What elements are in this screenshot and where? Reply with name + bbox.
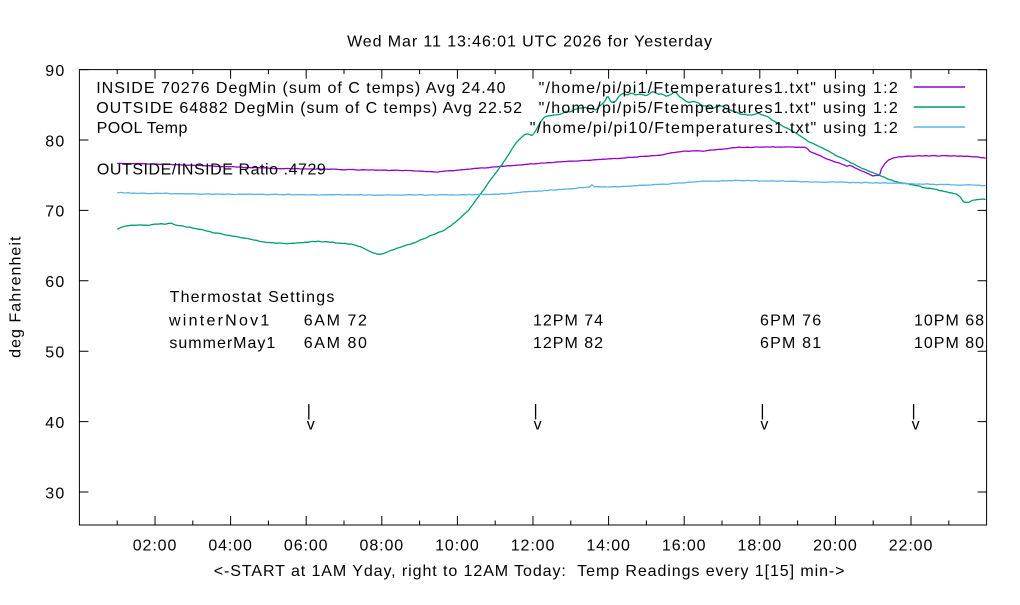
svg-text:14:00: 14:00 (586, 538, 631, 555)
svg-text:80: 80 (45, 133, 65, 150)
svg-text:10PM 68: 10PM 68 (914, 313, 985, 330)
svg-text:Wed Mar 11 13:46:01 UTC 2026 f: Wed Mar 11 13:46:01 UTC 2026 for Yesterd… (347, 34, 713, 51)
svg-text:40: 40 (45, 415, 65, 432)
svg-text:"/home/pi/pi5/Ftemperatures1.t: "/home/pi/pi5/Ftemperatures1.txt" using … (539, 100, 899, 117)
svg-text:Thermostat Settings: Thermostat Settings (170, 289, 336, 306)
svg-text:04:00: 04:00 (208, 538, 253, 555)
svg-text:12PM 82: 12PM 82 (533, 335, 604, 352)
svg-text:v: v (534, 417, 542, 434)
svg-text:POOL Temp: POOL Temp (97, 120, 188, 137)
svg-text:30: 30 (45, 485, 65, 502)
svg-text:OUTSIDE/INSIDE Ratio .4729: OUTSIDE/INSIDE Ratio .4729 (97, 162, 327, 179)
svg-text:"/home/pi/pi1/Ftemperatures1.t: "/home/pi/pi1/Ftemperatures1.txt" using … (539, 80, 899, 97)
svg-text:v: v (760, 417, 768, 434)
svg-text:v: v (307, 417, 315, 434)
svg-text:INSIDE 70276 DegMin (sum of C: INSIDE 70276 DegMin (sum of C temps) Avg… (96, 80, 506, 97)
svg-text:winterNov1: winterNov1 (168, 313, 272, 330)
svg-text:6AM 72: 6AM 72 (304, 313, 369, 330)
svg-text:12:00: 12:00 (511, 538, 556, 555)
svg-text:6AM 80: 6AM 80 (304, 335, 369, 352)
svg-text:OUTSIDE 64882 DegMin (sum of C: OUTSIDE 64882 DegMin (sum of C temps) Av… (96, 100, 523, 117)
svg-text:18:00: 18:00 (738, 538, 783, 555)
svg-text:v: v (912, 417, 920, 434)
svg-text:6PM 81: 6PM 81 (760, 335, 822, 352)
svg-text:60: 60 (45, 274, 65, 291)
svg-text:"/home/pi/pi10/Ftemperatures1.: "/home/pi/pi10/Ftemperatures1.txt" using… (530, 120, 899, 137)
svg-text:08:00: 08:00 (360, 538, 405, 555)
svg-text:6PM 76: 6PM 76 (760, 313, 822, 330)
svg-text:70: 70 (45, 204, 65, 221)
svg-text:10PM 80: 10PM 80 (914, 335, 985, 352)
svg-text:16:00: 16:00 (662, 538, 707, 555)
svg-text:summerMay1: summerMay1 (169, 335, 276, 352)
svg-text:10:00: 10:00 (435, 538, 480, 555)
svg-text:deg Fahrenheit: deg Fahrenheit (8, 236, 25, 358)
svg-text:22:00: 22:00 (889, 538, 934, 555)
svg-text:50: 50 (45, 345, 65, 362)
svg-text:02:00: 02:00 (133, 538, 178, 555)
svg-text:12PM 74: 12PM 74 (533, 313, 604, 330)
svg-text:<-START at 1AM Yday, right to: <-START at 1AM Yday, right to 12AM Today… (214, 563, 846, 580)
svg-text:20:00: 20:00 (813, 538, 858, 555)
svg-text:06:00: 06:00 (284, 538, 329, 555)
svg-text:90: 90 (45, 63, 65, 80)
